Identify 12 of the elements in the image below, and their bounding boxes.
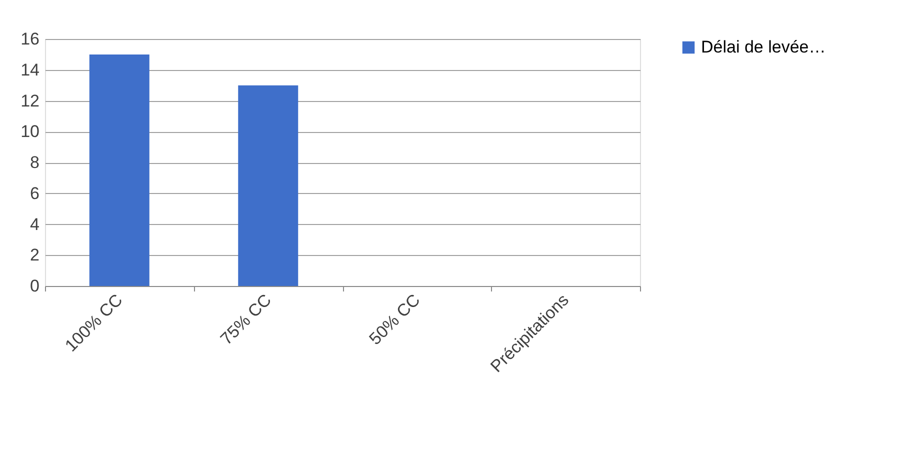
y-tick-label: 12	[20, 91, 40, 110]
y-tick-label: 14	[20, 60, 40, 80]
y-tick-label: 0	[30, 276, 40, 296]
y-tick-label: 10	[20, 122, 40, 142]
y-tick-label: 16	[20, 30, 40, 48]
y-tick-label: 8	[30, 153, 40, 172]
y-tick-label: 4	[30, 214, 40, 234]
y-tick-label: 2	[30, 246, 40, 265]
y-tick-label: 6	[30, 184, 40, 203]
legend-label: Délai de levée…	[701, 38, 826, 56]
x-tick-label: 50% CC	[366, 290, 424, 349]
x-tick-label: 75% CC	[216, 290, 275, 349]
